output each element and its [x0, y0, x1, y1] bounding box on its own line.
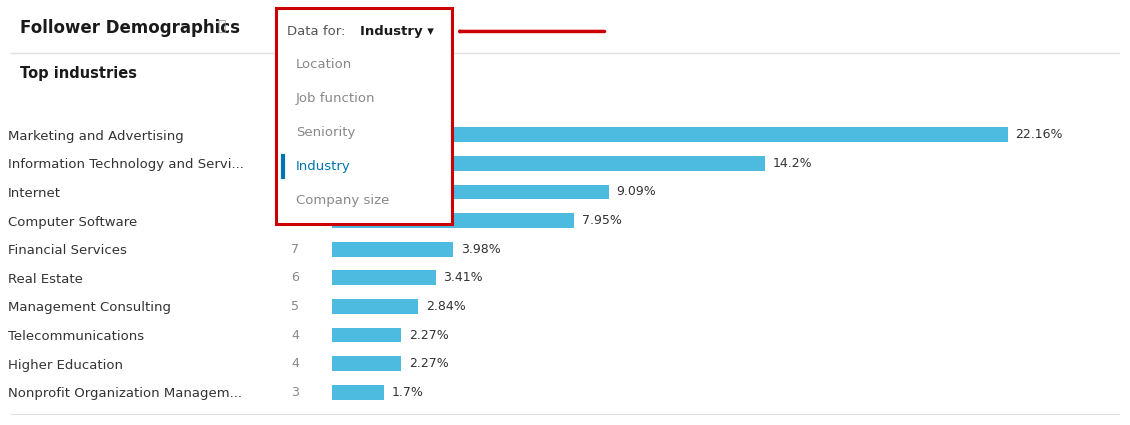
- Bar: [332, 385, 383, 399]
- Bar: [332, 356, 401, 371]
- Text: 2.84%: 2.84%: [426, 300, 466, 313]
- Text: 1.7%: 1.7%: [391, 386, 423, 399]
- Text: Follower Demographics: Follower Demographics: [20, 19, 241, 37]
- Text: 3: 3: [292, 386, 299, 399]
- Bar: [332, 299, 418, 314]
- Bar: [332, 128, 1008, 142]
- Text: 3.41%: 3.41%: [443, 271, 483, 284]
- Text: 22.16%: 22.16%: [1016, 128, 1063, 141]
- Text: 4: 4: [292, 357, 299, 370]
- Text: 7.95%: 7.95%: [582, 214, 622, 227]
- Text: ⓘ: ⓘ: [217, 19, 225, 33]
- Text: 7: 7: [292, 243, 299, 256]
- Bar: [332, 213, 574, 228]
- Text: Seniority: Seniority: [296, 126, 356, 139]
- Text: 5: 5: [292, 300, 299, 313]
- Bar: [332, 184, 609, 199]
- Text: Company size: Company size: [296, 194, 390, 207]
- Text: 3.98%: 3.98%: [461, 243, 501, 256]
- Text: Industry: Industry: [296, 160, 350, 173]
- Text: Industry ▾: Industry ▾: [360, 25, 434, 38]
- Text: 2.27%: 2.27%: [409, 357, 449, 370]
- Text: 4: 4: [292, 329, 299, 342]
- Bar: [332, 242, 453, 257]
- Bar: [332, 270, 436, 285]
- Text: 2.27%: 2.27%: [409, 329, 449, 342]
- Bar: [332, 328, 401, 343]
- Text: Data for:: Data for:: [287, 25, 354, 38]
- Text: 6: 6: [292, 271, 299, 284]
- Text: Top industries: Top industries: [20, 66, 138, 81]
- Text: Job function: Job function: [296, 92, 375, 105]
- Bar: [332, 156, 765, 171]
- Text: 9.09%: 9.09%: [617, 185, 657, 198]
- Text: Location: Location: [296, 58, 353, 71]
- Text: 14.2%: 14.2%: [773, 157, 812, 170]
